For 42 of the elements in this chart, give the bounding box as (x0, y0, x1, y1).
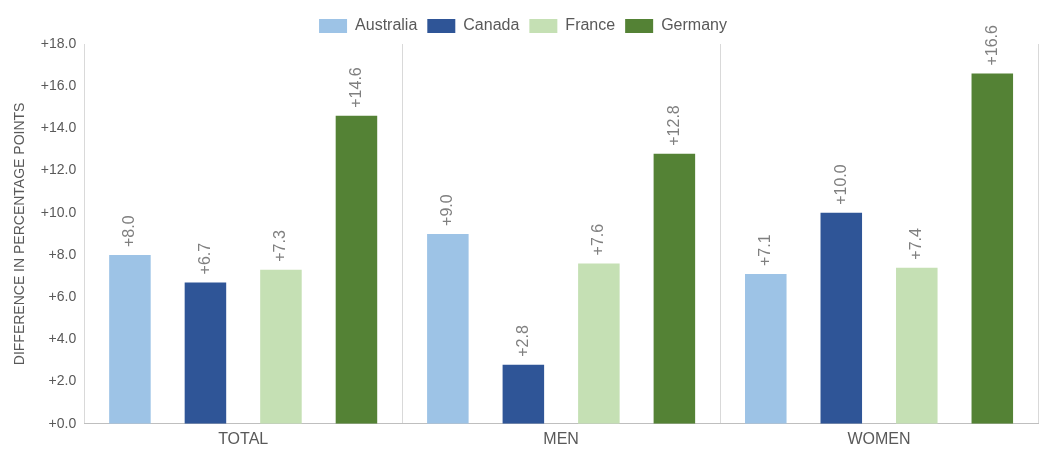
y-tick-label: +14.0 (40, 119, 77, 136)
x-tick-label: TOTAL (218, 429, 269, 447)
y-tick-label: +4.0 (48, 330, 77, 347)
y-tick-label: +6.0 (48, 288, 77, 305)
x-tick-label: MEN (543, 429, 579, 447)
bar (578, 263, 620, 424)
bar (109, 255, 151, 424)
y-tick-label: +0.0 (48, 414, 77, 431)
bar (502, 364, 545, 424)
data-label: +8.0 (120, 215, 138, 247)
legend-label: Canada (463, 16, 520, 34)
bar (184, 282, 227, 424)
y-tick-label: +10.0 (40, 203, 77, 220)
bar (653, 153, 696, 424)
bar (335, 115, 378, 424)
y-tick-label: +18.0 (40, 34, 77, 51)
data-label: +12.8 (664, 105, 682, 146)
data-label: +7.3 (271, 230, 289, 262)
y-tick-label: +16.0 (40, 77, 77, 94)
data-label: +7.1 (756, 234, 774, 266)
bar (971, 73, 1014, 424)
legend-label: Australia (355, 16, 418, 34)
data-label: +16.6 (982, 24, 1000, 66)
legend-label: France (565, 16, 616, 34)
y-tick-label: +8.0 (48, 245, 77, 262)
y-tick-label: +12.0 (40, 161, 77, 178)
legend-label: Germany (661, 16, 727, 34)
data-label: +2.8 (513, 325, 531, 357)
y-tick-label: +2.0 (48, 372, 77, 389)
data-label: +10.0 (831, 164, 849, 205)
bar (260, 269, 302, 424)
data-label: +9.0 (438, 194, 456, 226)
data-label: +7.6 (589, 223, 607, 256)
bar (820, 212, 863, 424)
data-label: +14.6 (346, 67, 364, 108)
y-axis-title: DIFFERENCE IN PERCENTAGE POINTS (11, 102, 28, 366)
bar (745, 273, 787, 424)
data-label: +6.7 (195, 242, 213, 275)
data-label: +7.4 (907, 227, 925, 260)
bar (427, 233, 469, 424)
bar (896, 267, 938, 424)
x-tick-label: WOMEN (847, 429, 911, 447)
